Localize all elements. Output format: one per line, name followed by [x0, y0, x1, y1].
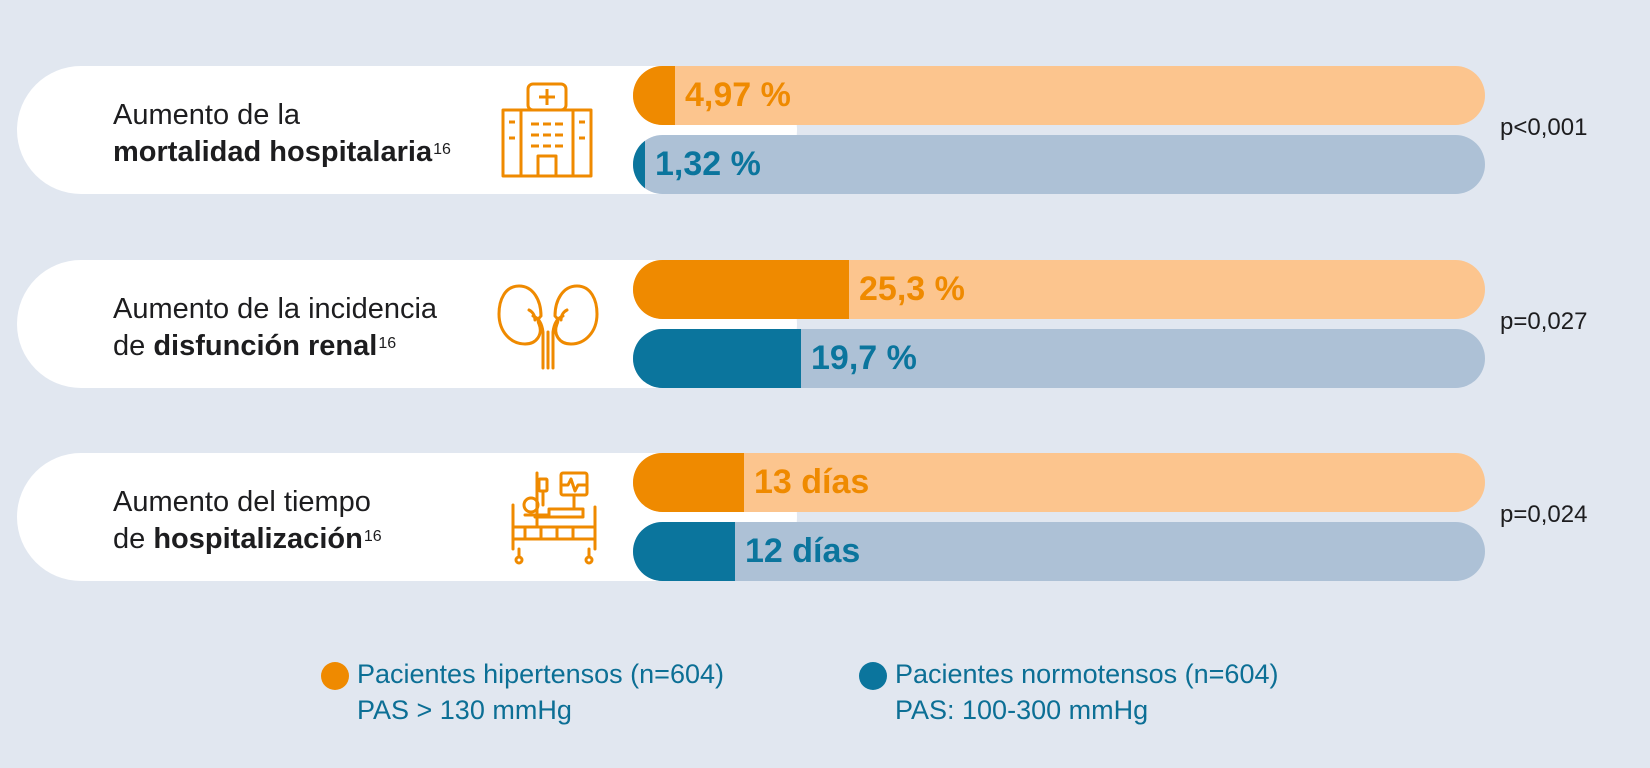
p-value: p=0,027: [1500, 308, 1588, 335]
chart-row-hospitalization: Aumento del tiempo de hospitalización16: [0, 453, 1650, 583]
kidneys-icon: [495, 276, 601, 372]
legend-sublabel: PAS > 130 mmHg: [357, 695, 572, 725]
row-label-bold: mortalidad hospitalaria: [113, 136, 433, 168]
bar-fill-normotensive: [633, 329, 801, 388]
data-label-hypertensive: 4,97 %: [685, 76, 791, 114]
row-label: Aumento de la mortalidad hospitalaria16: [113, 97, 451, 171]
data-label-normotensive: 19,7 %: [811, 339, 917, 377]
reference-superscript: 16: [363, 528, 382, 545]
legend-swatch-hypertensive: [321, 662, 349, 690]
hospital-bed-icon: [495, 469, 601, 565]
row-label: Aumento del tiempo de hospitalización16: [113, 484, 382, 558]
chart-row-renal: Aumento de la incidencia de disfunción r…: [0, 260, 1650, 390]
reference-superscript: 16: [433, 141, 451, 158]
hospital-icon: [495, 82, 601, 178]
bar-hypertensive: 4,97 %: [633, 66, 1485, 125]
legend-sublabel: PAS: 100-300 mmHg: [895, 695, 1149, 725]
row-label-bold: disfunción renal: [153, 330, 378, 362]
bar-fill-normotensive: [633, 135, 645, 194]
legend-label: Pacientes hipertensos (n=604): [357, 659, 724, 689]
legend-item-normotensive: Pacientes normotensos (n=604) PAS: 100-3…: [859, 656, 1279, 728]
legend-label: Pacientes normotensos (n=604): [895, 659, 1279, 689]
legend-swatch-normotensive: [859, 662, 887, 690]
data-label-hypertensive: 13 días: [754, 463, 870, 501]
bar-hypertensive: 25,3 %: [633, 260, 1485, 319]
bar-fill-hypertensive: [633, 453, 744, 512]
data-label-normotensive: 12 días: [745, 532, 861, 570]
bar-normotensive: 12 días: [633, 522, 1485, 581]
reference-superscript: 16: [378, 335, 397, 352]
row-label: Aumento de la incidencia de disfunción r…: [113, 291, 437, 365]
bar-normotensive: 1,32 %: [633, 135, 1485, 194]
chart-row-mortality: Aumento de la mortalidad hospitalaria16: [0, 66, 1650, 196]
bar-normotensive: 19,7 %: [633, 329, 1485, 388]
bar-hypertensive: 13 días: [633, 453, 1485, 512]
data-label-hypertensive: 25,3 %: [859, 270, 965, 308]
row-label-prefix: de: [113, 523, 154, 555]
bar-fill-normotensive: [633, 522, 735, 581]
row-label-bold: hospitalización: [153, 523, 363, 555]
bar-fill-hypertensive: [633, 66, 675, 125]
row-label-prefix: de: [113, 330, 154, 362]
bar-fill-hypertensive: [633, 260, 849, 319]
data-label-normotensive: 1,32 %: [655, 145, 761, 183]
row-label-line1: Aumento de la incidencia: [113, 293, 438, 325]
p-value: p<0,001: [1500, 114, 1588, 141]
row-label-line1: Aumento del tiempo: [113, 486, 371, 518]
row-label-line1: Aumento de la: [113, 99, 301, 131]
legend-item-hypertensive: Pacientes hipertensos (n=604) PAS > 130 …: [321, 656, 724, 728]
p-value: p=0,024: [1500, 501, 1588, 528]
